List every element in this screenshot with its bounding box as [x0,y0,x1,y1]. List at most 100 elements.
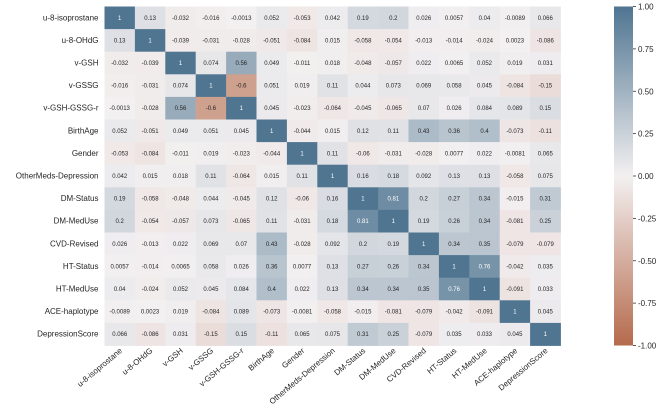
cell-value-label: 0.022 [173,242,189,248]
cell-value-label: -0.039 [142,61,160,67]
heatmap-cell [438,164,470,188]
heatmap-cell [499,322,531,346]
cell-value-label: -0.042 [446,310,464,316]
cell-value-label: 0.11 [296,174,308,180]
cell-value-label: -0.6 [236,84,247,90]
heatmap-cell [104,29,136,53]
cell-value-label: 0.4 [268,287,277,293]
heatmap-cell [408,322,440,346]
heatmap-cell [104,187,136,211]
cell-value-label: 0.089 [234,310,250,316]
heatmap-cell [104,51,136,75]
heatmap-cell [530,187,561,211]
cell-value-label: 0.035 [538,264,554,270]
cell-value-label: -0.044 [263,151,281,157]
cell-value-label: 0.084 [234,287,250,293]
heatmap-cell [499,277,531,301]
cell-value-label: 1 [452,264,456,270]
heatmap-cell [256,277,288,301]
heatmap-cell [165,187,197,211]
heatmap-cell [104,164,136,188]
heatmap-cell [378,209,409,233]
cell-value-label: 0.34 [479,219,491,225]
cell-value-label: -0.058 [506,174,524,180]
cell-value-label: 0.092 [325,242,341,248]
heatmap-cell [347,6,379,30]
heatmap-cell [317,142,349,166]
heatmap-cell [347,74,379,98]
heatmap-cell [438,51,470,75]
heatmap-cell [195,119,227,143]
cell-value-label: 0.2 [389,16,398,22]
cell-value-label: -0.0089 [505,16,526,22]
cell-value-label: -0.06 [295,197,309,203]
heatmap-cell [195,164,227,188]
cell-value-label: -0.013 [142,242,160,248]
cell-value-label: -0.065 [233,219,251,225]
heatmap-cell [438,187,470,211]
cell-value-label: -0.013 [415,38,433,44]
cell-value-label: 1 [483,287,487,293]
cell-value-label: -0.064 [324,106,342,112]
heatmap-cell [408,232,440,256]
cell-value-label: -0.031 [142,84,160,90]
heatmap-cell [317,74,349,98]
cell-value-label: 0.045 [234,129,250,135]
cell-value-label: -0.057 [172,219,190,225]
cell-value-label: 0.044 [203,197,219,203]
cell-value-label: 0.27 [357,264,369,270]
heatmap-cell [226,96,257,120]
cell-value-label: 0.13 [114,38,126,44]
cell-value-label: 1 [300,151,304,157]
heatmap-cell [438,232,470,256]
heatmap-cell [286,322,318,346]
heatmap-cell [438,209,470,233]
cell-value-label: 0.19 [114,197,126,203]
cell-value-label: -0.084 [142,151,160,157]
cell-value-label: 0.31 [357,332,369,338]
heatmap-cell [408,209,440,233]
heatmap-cell [165,142,197,166]
cell-value-label: 0.026 [416,16,432,22]
cell-value-label: -0.0013 [110,106,131,112]
heatmap-cell [499,51,531,75]
heatmap-cells: 1 0.13 -0.032 -0.016 -0.0013 0.052 -0.053 0.042… [104,6,561,346]
cell-value-label: -0.048 [354,61,372,67]
heatmap-cell [134,164,166,188]
cell-value-label: 0.033 [538,287,554,293]
cell-value-label: 0.11 [205,174,217,180]
cell-value-label: 0.074 [173,84,189,90]
heatmap-cell [134,74,166,98]
heatmap-cell [438,142,470,166]
heatmap-cell [256,255,288,279]
heatmap-cell [195,142,227,166]
cell-value-label: 0.031 [173,332,189,338]
colorbar-tick-label: -0.75 [638,299,657,308]
cell-value-label: 1 [392,219,396,225]
heatmap-cell [530,277,561,301]
cell-value-label: -0.023 [294,106,312,112]
heatmap-cell [134,255,166,279]
cell-value-label: 0.0023 [141,310,160,316]
heatmap-cell [438,96,470,120]
cell-value-label: -0.079 [537,242,555,248]
cell-value-label: -0.053 [294,16,312,22]
heatmap-cell [134,232,166,256]
cell-value-label: 0.12 [266,197,278,203]
heatmap-cell [408,255,440,279]
heatmap-cell [226,74,257,98]
cell-value-label: -0.11 [539,129,553,135]
cell-value-label: 0.36 [448,129,460,135]
heatmap-cell [530,119,561,143]
cell-value-label: 0.34 [387,287,399,293]
heatmap-cell [134,209,166,233]
heatmap-cell [469,322,501,346]
cell-value-label: 1 [331,174,335,180]
cell-value-label: 0.76 [448,287,460,293]
heatmap-cell [226,187,257,211]
cell-value-label: -0.015 [354,310,372,316]
cell-value-label: -0.084 [294,38,312,44]
heatmap-cell [286,232,318,256]
heatmap-cell [226,209,257,233]
